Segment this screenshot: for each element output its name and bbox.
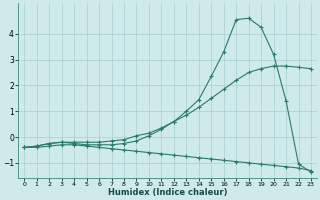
X-axis label: Humidex (Indice chaleur): Humidex (Indice chaleur) (108, 188, 228, 197)
